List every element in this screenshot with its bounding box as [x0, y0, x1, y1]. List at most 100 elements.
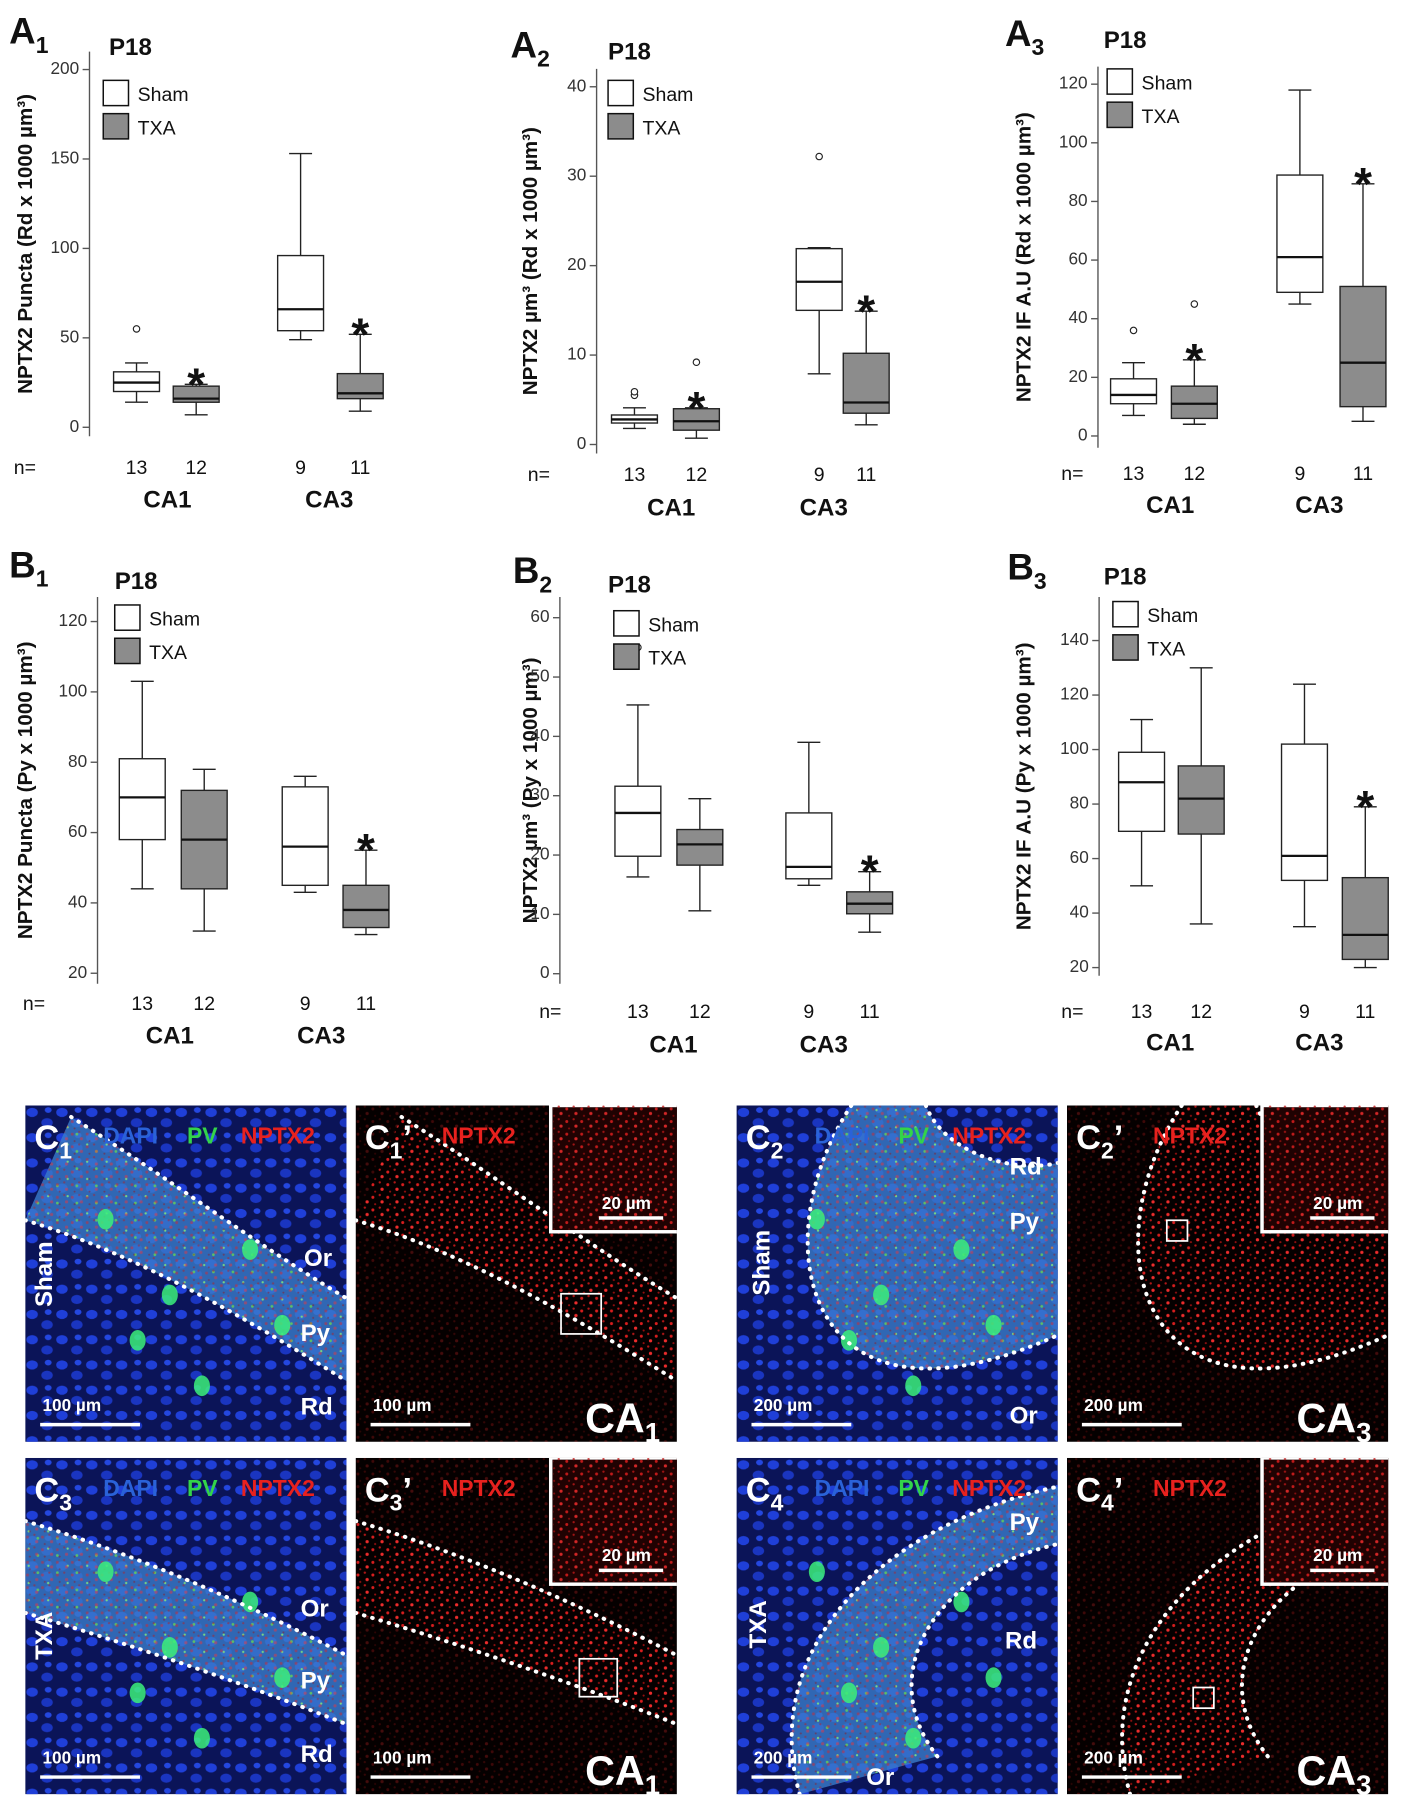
n-value: 13 — [131, 993, 153, 1015]
condition-label: Sham — [748, 1230, 775, 1296]
region-name: CA — [1296, 1396, 1356, 1442]
significance-mark: * — [357, 824, 375, 876]
legend-label: TXA — [1142, 106, 1180, 128]
panel-letter: B — [9, 544, 36, 585]
layer-label: Or — [301, 1595, 330, 1622]
legend-swatch — [607, 79, 635, 107]
outlier — [815, 152, 823, 161]
box — [785, 812, 833, 880]
chart-title: P18 — [1104, 27, 1147, 54]
n-label: n= — [539, 1001, 561, 1023]
pv-cell — [161, 1284, 178, 1306]
x-category-label: CA1 — [649, 1032, 697, 1059]
n-value: 9 — [814, 464, 825, 486]
significance-mark: * — [187, 358, 205, 410]
box-chart: B1 P18 NPTX2 Puncta (Py x 1000 µm³) 20 40 60 8… — [9, 544, 390, 1049]
chart-title: P18 — [115, 568, 158, 595]
condition-label: TXA — [745, 1600, 772, 1648]
channel-label: DAPI — [815, 1475, 870, 1501]
panel-label: A3 — [1005, 13, 1044, 60]
micrograph-image — [1066, 1105, 1389, 1442]
n-value: 12 — [686, 464, 708, 486]
panel-sub: 2 — [537, 46, 550, 72]
y-tick-label: 0 — [540, 962, 550, 982]
significance-mark: * — [1185, 334, 1203, 386]
pv-cell — [873, 1284, 890, 1306]
condition-label: TXA — [31, 1612, 58, 1660]
box — [1109, 378, 1158, 405]
layer-boundary — [923, 1105, 1058, 1168]
scale-bar-label: 200 µm — [754, 1747, 813, 1767]
panel-label: C3’ — [365, 1472, 412, 1516]
y-tick-label: 30 — [567, 165, 586, 185]
channel-label: NPTX2 — [952, 1475, 1026, 1501]
micrograph-image — [355, 1105, 677, 1442]
box — [1170, 385, 1218, 420]
x-category-label: CA3 — [1295, 1029, 1343, 1056]
scale-bar-label: 100 µm — [373, 1395, 432, 1415]
n-label: n= — [1061, 463, 1083, 485]
channel-label: PV — [187, 1122, 218, 1148]
panel-letter: C — [746, 1119, 771, 1157]
region-label: CA3 — [1296, 1396, 1371, 1448]
pv-cell — [242, 1239, 259, 1260]
panel-sub: 3 — [1034, 568, 1047, 594]
region-name: CA — [1296, 1748, 1356, 1794]
layer-label: Rd — [301, 1741, 333, 1768]
micrograph: C4 DAPI PV NPTX2 Py Rd Or TXA 200 µm — [736, 1457, 1058, 1795]
panel-sub: 1 — [36, 566, 49, 592]
nptx2-signal — [807, 1105, 1058, 1369]
nptx2-signal — [791, 1486, 1058, 1795]
legend-swatch — [102, 79, 130, 107]
roi-box — [560, 1292, 603, 1335]
channel-label: NPTX2 — [442, 1122, 516, 1148]
n-value: 11 — [356, 993, 376, 1015]
n-value: 11 — [1355, 1001, 1375, 1023]
y-tick-label: 100 — [1060, 738, 1089, 758]
y-tick-label: 20 — [530, 844, 549, 864]
y-tick-label: 150 — [50, 148, 79, 168]
panel-label: A1 — [9, 11, 49, 58]
layer-boundary — [69, 1114, 347, 1301]
panel-sub: 3 — [390, 1490, 403, 1516]
legend-label: Sham — [138, 84, 189, 106]
y-tick-label: 60 — [1070, 847, 1089, 867]
channel-label: PV — [898, 1122, 929, 1148]
n-label: n= — [14, 457, 36, 479]
box — [342, 884, 390, 929]
micrograph-image — [355, 1457, 677, 1795]
micrograph-image — [25, 1457, 347, 1795]
y-tick-label: 200 — [50, 58, 79, 78]
pv-cell — [97, 1208, 114, 1230]
panel-sub: 4 — [1101, 1490, 1114, 1516]
n-value: 12 — [1183, 463, 1205, 485]
box-chart: B3 P18 NPTX2 IF A.U (Py x 1000 µm³) 20 40 60 8… — [1007, 547, 1389, 1056]
y-tick-label: 0 — [577, 433, 587, 453]
scale-bar-label: 200 µm — [754, 1395, 813, 1415]
panel-letter: C — [365, 1119, 390, 1157]
y-tick-label: 50 — [530, 666, 549, 686]
micrograph-image — [25, 1105, 347, 1442]
y-tick-label: 60 — [68, 821, 87, 841]
y-axis-label: NPTX2 µm³ (Rd x 1000 µm³) — [519, 127, 542, 395]
box-chart: A3 P18 NPTX2 IF A.U (Rd x 1000 µm³) 0 20 40 60… — [1005, 13, 1387, 519]
significance-mark: * — [1354, 158, 1372, 210]
scale-bar-label: 200 µm — [1084, 1395, 1143, 1415]
significance-mark: * — [857, 285, 875, 337]
box — [842, 352, 890, 414]
n-label: n= — [23, 993, 45, 1015]
channel-label: PV — [187, 1475, 218, 1501]
layer-label: Rd — [1010, 1153, 1042, 1180]
significance-mark: * — [351, 308, 369, 360]
layer-label: Rd — [301, 1393, 333, 1420]
significance-mark: * — [861, 846, 879, 898]
y-tick-label: 40 — [530, 725, 549, 745]
pv-cell — [905, 1375, 922, 1397]
chart-title: P18 — [608, 571, 651, 598]
x-category-label: CA1 — [647, 494, 695, 521]
nptx2-layer — [355, 1521, 677, 1725]
outlier — [1129, 326, 1138, 335]
layer-label: Py — [1010, 1509, 1040, 1536]
micrograph: C3 DAPI PV NPTX2 Or Py Rd TXA 100 µm — [25, 1457, 347, 1795]
region-sub: 1 — [645, 1417, 660, 1448]
